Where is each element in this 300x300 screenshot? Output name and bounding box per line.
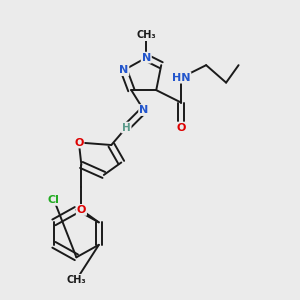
Text: CH₃: CH₃ [67, 275, 86, 285]
Text: O: O [74, 137, 84, 148]
Text: O: O [77, 205, 86, 215]
Text: N: N [119, 65, 128, 75]
Text: CH₃: CH₃ [136, 30, 156, 40]
Text: O: O [176, 122, 186, 133]
Text: H: H [122, 122, 131, 133]
Text: Cl: Cl [48, 195, 60, 205]
Text: N: N [139, 105, 148, 115]
Text: HN: HN [172, 73, 190, 82]
Text: N: N [142, 53, 151, 63]
